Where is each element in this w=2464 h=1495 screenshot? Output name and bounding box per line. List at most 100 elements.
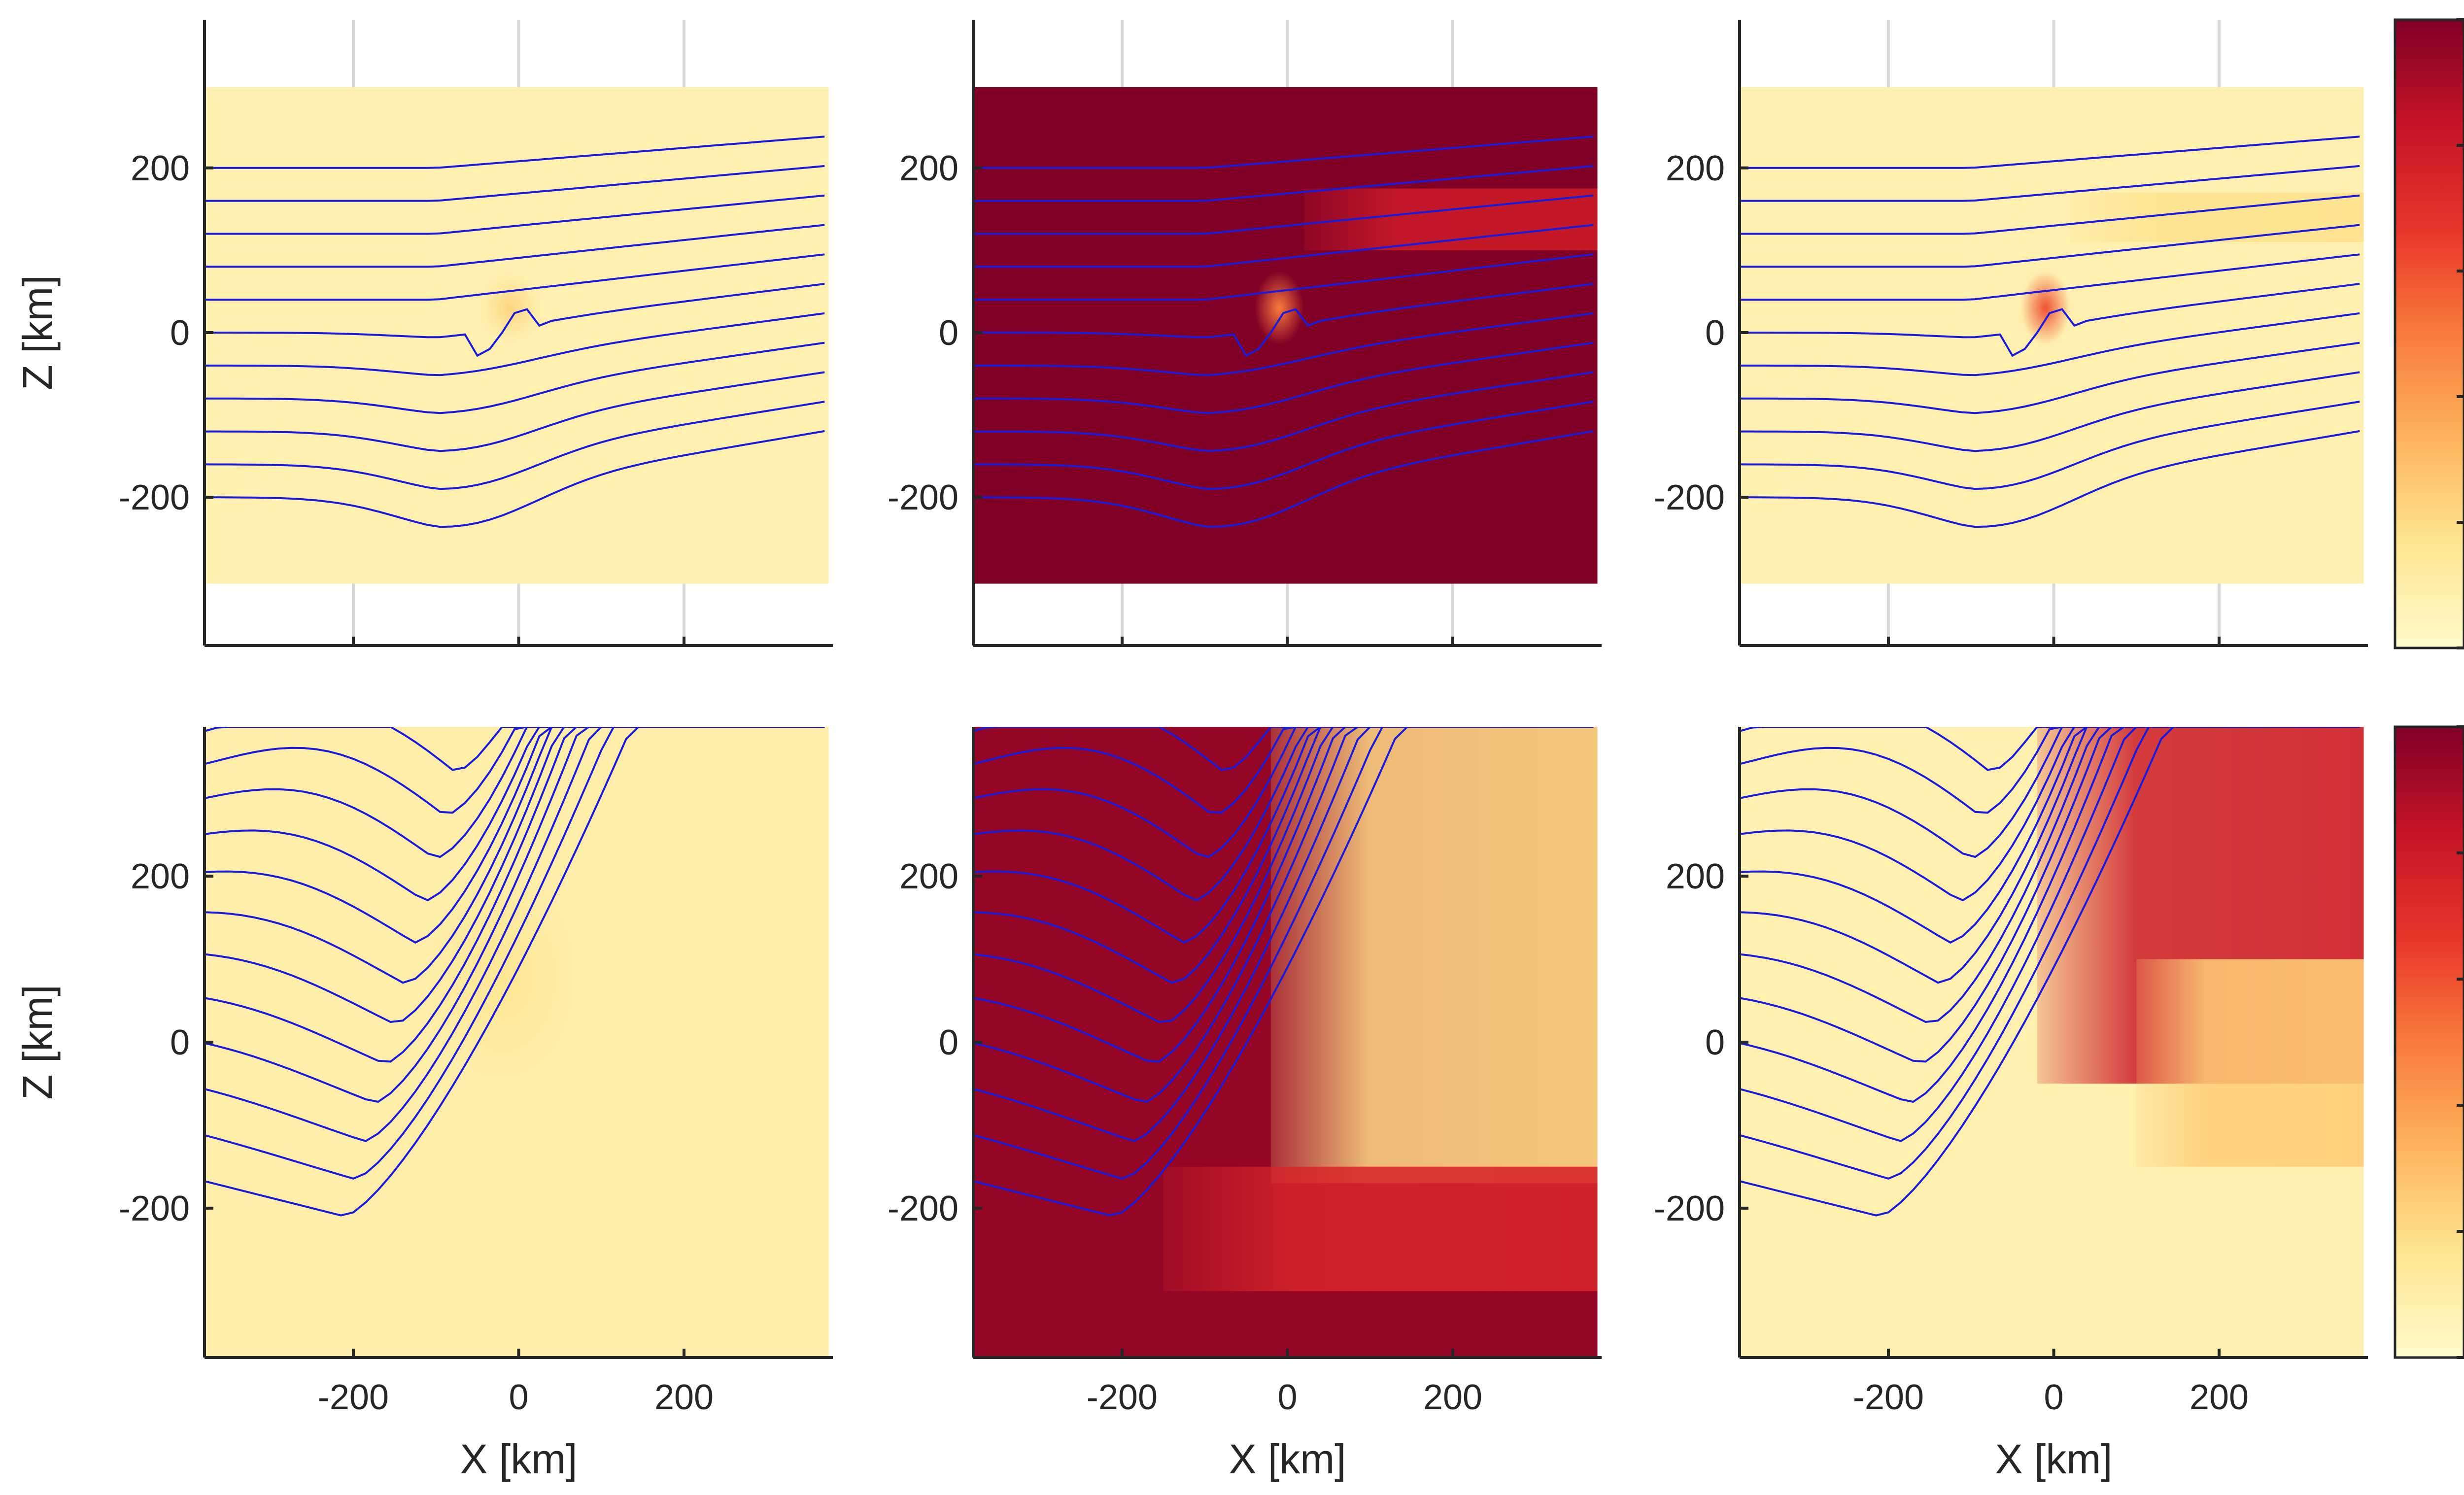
field-line bbox=[973, 727, 1594, 1180]
field-line bbox=[205, 224, 825, 268]
field-line bbox=[205, 283, 825, 357]
heatmap-feature bbox=[1270, 727, 1598, 1184]
y-tick-label: 200 bbox=[899, 857, 958, 896]
heatmap bbox=[205, 727, 829, 1358]
field-line bbox=[973, 727, 1594, 858]
field-line bbox=[1740, 727, 2360, 1063]
y-tick-label: -200 bbox=[888, 1189, 958, 1228]
heatmap-feature bbox=[481, 275, 540, 341]
field-line bbox=[1740, 401, 2360, 490]
field-line bbox=[1740, 430, 2360, 528]
field-line bbox=[973, 312, 1594, 376]
y-tick-label: 200 bbox=[899, 149, 958, 188]
field-line bbox=[205, 727, 825, 1180]
y-tick-label: -200 bbox=[1654, 1189, 1725, 1228]
field-line bbox=[205, 727, 825, 1023]
field-line bbox=[1740, 727, 2360, 814]
colorbar-top: 00.20.40.60.81ne/nTot bbox=[2394, 18, 2464, 649]
colorbar-gradient bbox=[2394, 725, 2464, 1359]
x-tick-label: 200 bbox=[2190, 1378, 2249, 1417]
field-line bbox=[205, 371, 825, 452]
x-axis-label: X [km] bbox=[1995, 1436, 2112, 1482]
x-tick-label: -200 bbox=[1087, 1378, 1158, 1417]
field-lines bbox=[205, 136, 825, 528]
heatmap-feature bbox=[2020, 271, 2071, 345]
field-line bbox=[973, 341, 1594, 414]
heatmap bbox=[973, 87, 1598, 584]
field-line bbox=[1740, 727, 2360, 858]
x-axis-label: X [km] bbox=[1229, 1436, 1346, 1482]
field-line bbox=[205, 727, 825, 1142]
field-line bbox=[1740, 727, 2360, 1180]
y-tick-label: 0 bbox=[939, 1023, 958, 1062]
field-line bbox=[205, 727, 825, 1063]
x-axis-label: X [km] bbox=[460, 1436, 577, 1482]
field-line bbox=[973, 194, 1594, 235]
field-line bbox=[205, 401, 825, 490]
field-line bbox=[1740, 341, 2360, 414]
heatmap bbox=[1740, 727, 2364, 1358]
field-line bbox=[205, 727, 825, 984]
field-line bbox=[205, 727, 825, 944]
colorbars: 00.20.40.60.81ne/nTot 00.20.40.60.81ne/nT… bbox=[2394, 18, 2464, 1359]
heatmap-feature bbox=[2136, 959, 2364, 1167]
field-line bbox=[973, 727, 1594, 902]
field-lines bbox=[205, 727, 825, 1217]
field-line bbox=[973, 136, 1594, 169]
field-lines bbox=[973, 727, 1594, 1217]
field-line bbox=[973, 371, 1594, 452]
field-line bbox=[973, 401, 1594, 490]
field-line bbox=[973, 253, 1594, 301]
field-line bbox=[973, 224, 1594, 268]
field-line bbox=[205, 727, 825, 814]
field-line bbox=[973, 727, 1594, 814]
field-line bbox=[1740, 727, 2360, 984]
panel-top-right: -200 0 200 bbox=[1654, 20, 2368, 647]
heatmap-feature bbox=[1163, 1166, 1598, 1291]
x-tick-label: 0 bbox=[1277, 1378, 1297, 1417]
field-line bbox=[1740, 727, 2360, 1023]
x-tick-label: 0 bbox=[2044, 1378, 2063, 1417]
field-line bbox=[1740, 371, 2360, 452]
field-line bbox=[973, 727, 1594, 1063]
field-line bbox=[205, 136, 825, 169]
field-line bbox=[1740, 136, 2360, 169]
panel-bottom-left: -200 0 200 -200 0 200 X [km] Z [km] bbox=[14, 727, 833, 1482]
heatmap-feature bbox=[427, 868, 577, 1084]
y-tick-label: 0 bbox=[170, 1023, 190, 1062]
field-line bbox=[205, 727, 825, 1217]
y-tick-label: 200 bbox=[1666, 857, 1725, 896]
field-line bbox=[205, 727, 825, 1103]
y-tick-label: -200 bbox=[119, 478, 190, 517]
field-lines bbox=[973, 136, 1594, 528]
field-line bbox=[205, 727, 825, 858]
x-tick-label: 200 bbox=[1423, 1378, 1482, 1417]
heatmap bbox=[205, 87, 829, 584]
field-line bbox=[1740, 727, 2360, 902]
field-line bbox=[205, 341, 825, 414]
field-line bbox=[973, 727, 1594, 984]
field-line bbox=[205, 253, 825, 301]
field-line bbox=[973, 727, 1594, 1217]
y-tick-label: -200 bbox=[1654, 478, 1725, 517]
y-tick-label: 200 bbox=[131, 149, 190, 188]
field-line bbox=[1740, 312, 2360, 376]
y-tick-label: 0 bbox=[170, 313, 190, 353]
field-line bbox=[973, 727, 1594, 1023]
colorbar-gradient bbox=[2394, 18, 2464, 649]
field-line bbox=[1740, 253, 2360, 301]
heatmap-feature bbox=[1254, 271, 1304, 345]
field-line bbox=[1740, 727, 2360, 1103]
field-lines bbox=[1740, 727, 2360, 1217]
field-line bbox=[973, 727, 1594, 1142]
field-line bbox=[1740, 727, 2360, 1142]
heatmap bbox=[973, 727, 1598, 1358]
panel-top-middle: -200 0 200 bbox=[888, 20, 1602, 647]
y-tick-label: 0 bbox=[1705, 1023, 1725, 1062]
field-lines bbox=[1740, 136, 2360, 528]
x-tick-label: -200 bbox=[318, 1378, 389, 1417]
x-tick-label: -200 bbox=[1853, 1378, 1924, 1417]
field-line bbox=[973, 727, 1594, 944]
